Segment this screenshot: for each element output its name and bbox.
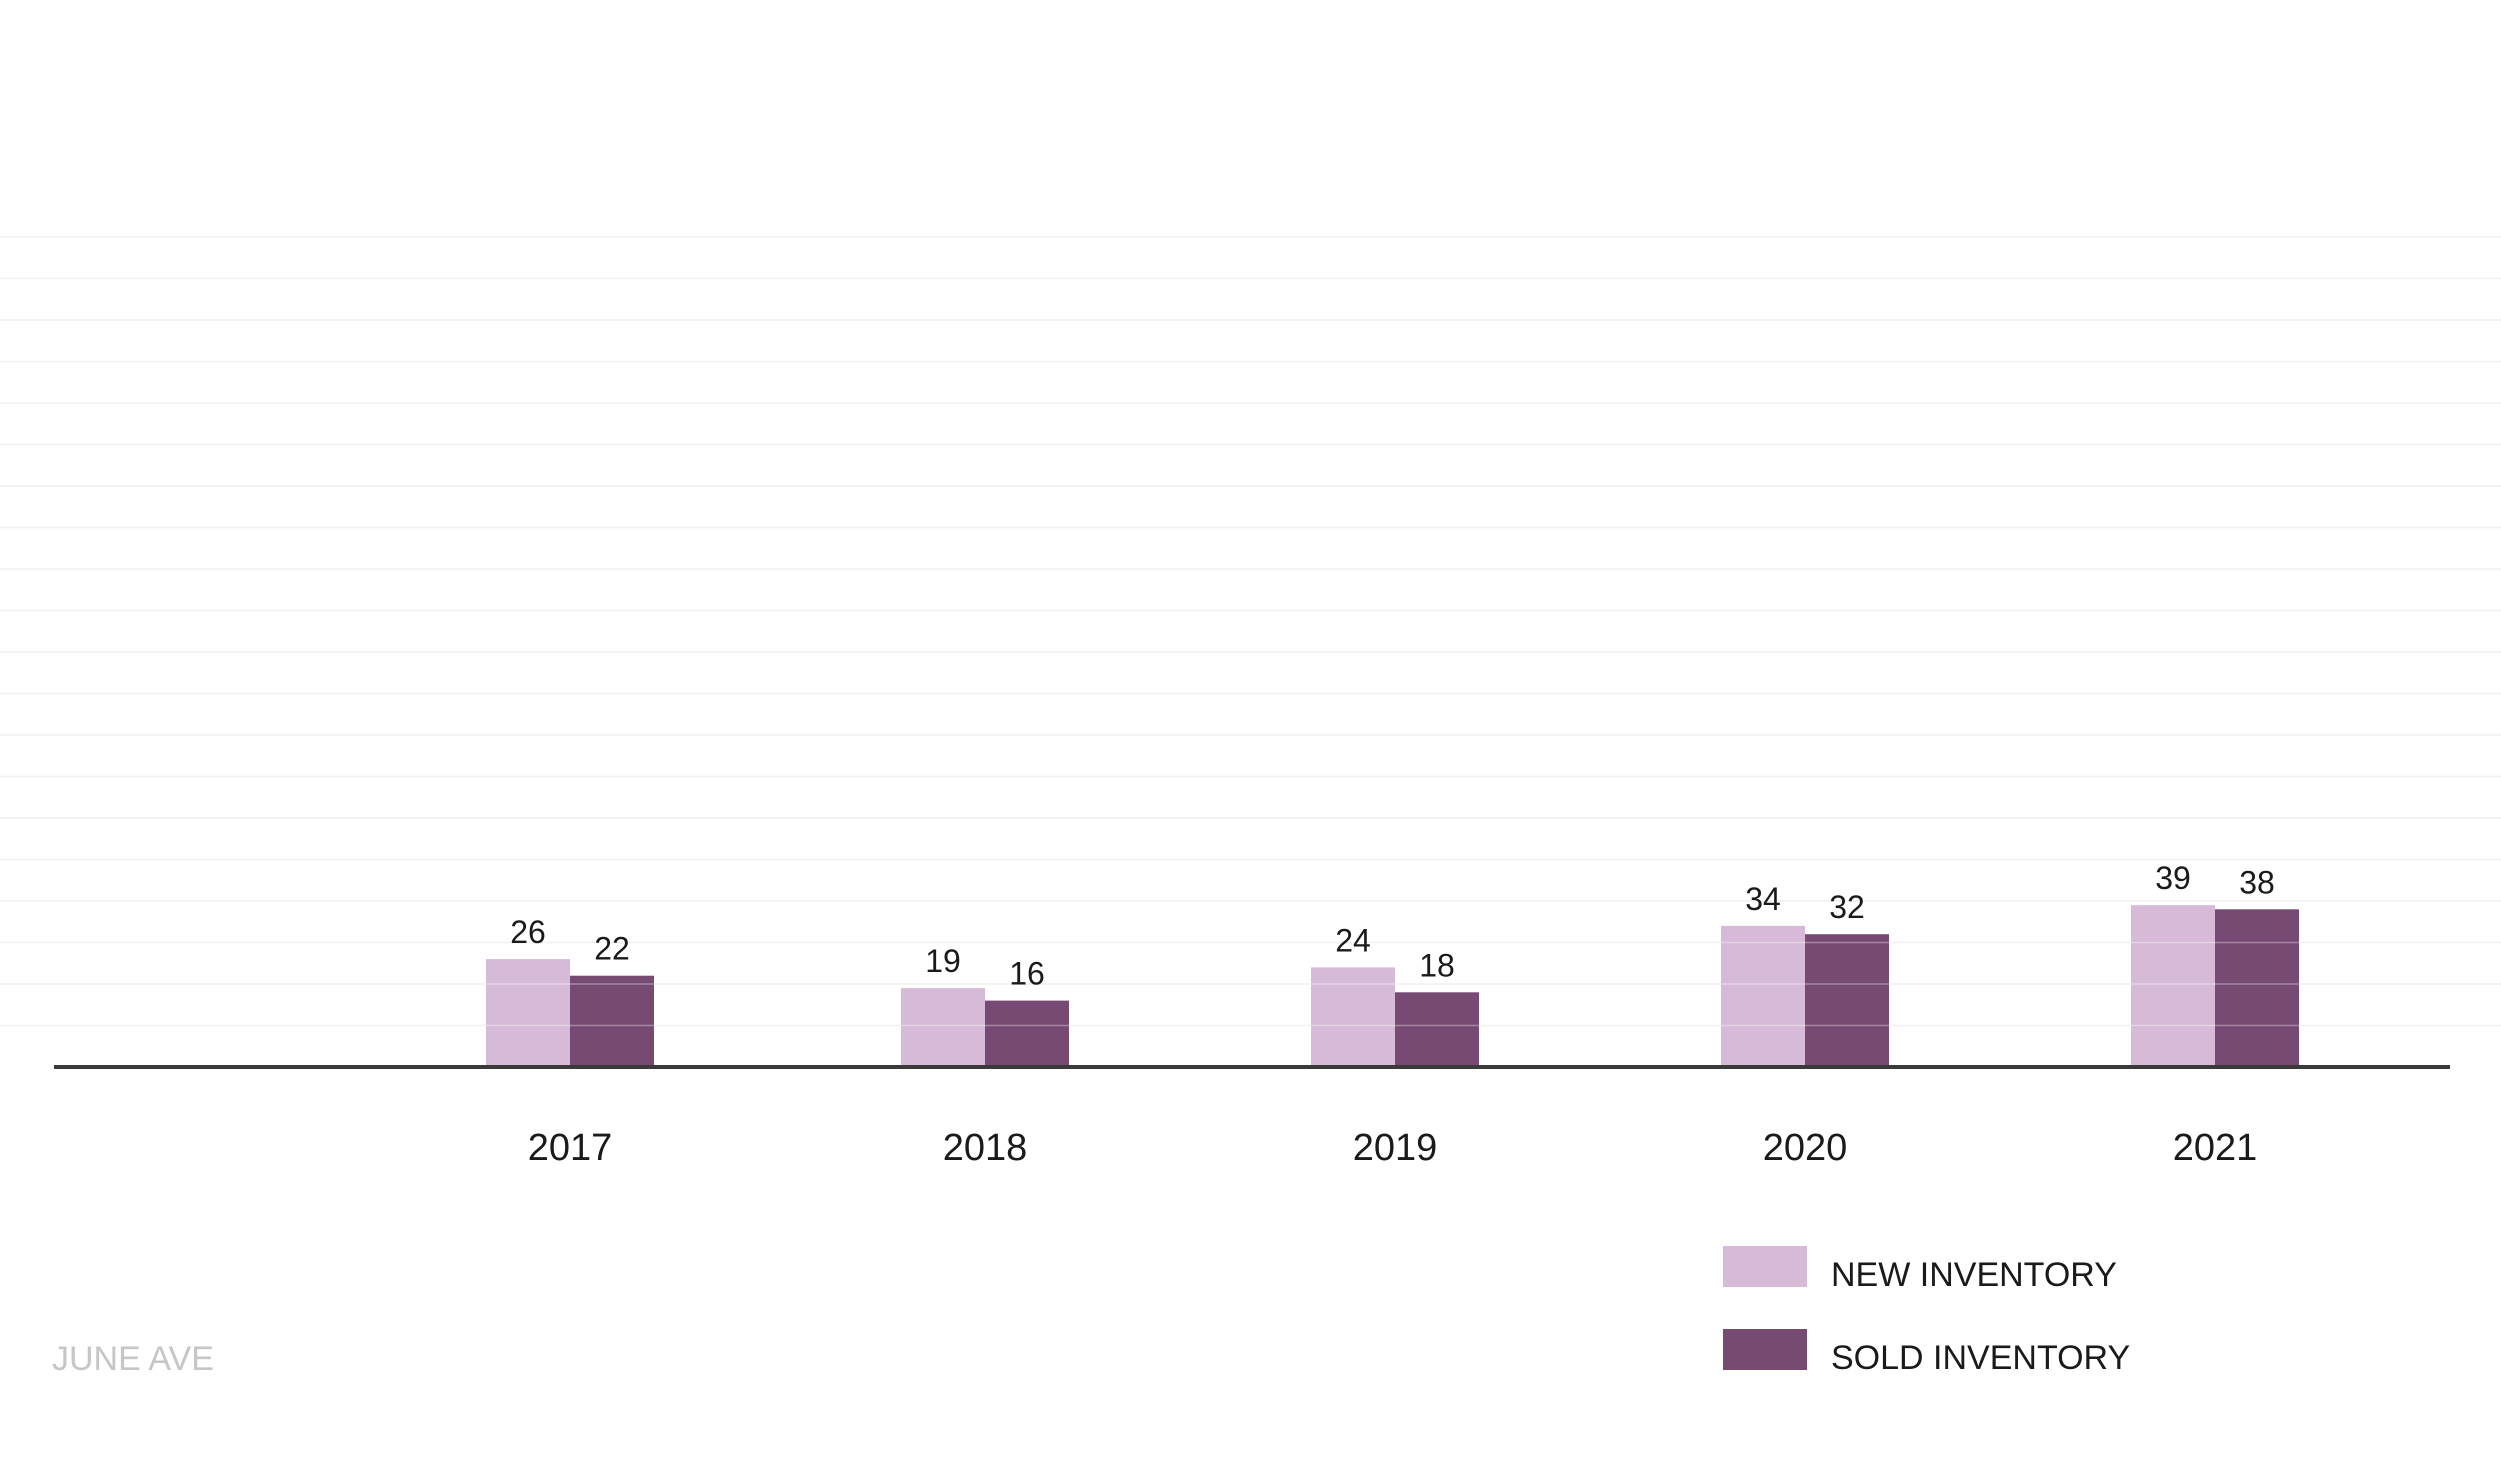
- data-label-new-inventory-2021: 39: [2155, 860, 2191, 896]
- data-label-new-inventory-2020: 34: [1745, 881, 1781, 917]
- bar-new-inventory-2019: [1311, 967, 1395, 1067]
- x-tick-label-2019: 2019: [1353, 1127, 1438, 1169]
- bar-new-inventory-2020: [1721, 925, 1805, 1067]
- bar-sold-inventory-2021: [2215, 909, 2299, 1067]
- data-label-sold-inventory-2017: 22: [594, 931, 630, 967]
- data-label-sold-inventory-2018: 16: [1009, 956, 1045, 992]
- x-tick-labels: 2017 2018 2019 2020 2021: [528, 1127, 2258, 1169]
- bars: [486, 905, 2299, 1067]
- bar-sold-inventory-2018: [985, 1000, 1069, 1067]
- bar-new-inventory-2017: [486, 959, 570, 1067]
- x-tick-label-2017: 2017: [528, 1127, 613, 1169]
- data-label-new-inventory-2018: 19: [925, 943, 961, 979]
- x-tick-label-2020: 2020: [1763, 1127, 1848, 1169]
- data-labels: 26 22 19 16 24 18 34 32 39 38: [510, 860, 2275, 991]
- data-label-new-inventory-2019: 24: [1335, 922, 1371, 958]
- bar-sold-inventory-2020: [1805, 934, 1889, 1067]
- brand-watermark: JUNE AVE: [52, 1340, 214, 1378]
- bar-new-inventory-2021: [2131, 905, 2215, 1067]
- legend-label-new-inventory: NEW INVENTORY: [1831, 1256, 2117, 1294]
- bar-sold-inventory-2019: [1395, 992, 1479, 1067]
- gridlines: [0, 236, 2501, 1027]
- gridlines-overlay: [0, 236, 2501, 1027]
- x-tick-label-2021: 2021: [2173, 1127, 2258, 1169]
- legend-swatch-sold-inventory: [1723, 1329, 1807, 1370]
- data-label-new-inventory-2017: 26: [510, 914, 546, 950]
- x-tick-label-2018: 2018: [943, 1127, 1028, 1169]
- bar-sold-inventory-2017: [570, 975, 654, 1067]
- legend-label-sold-inventory: SOLD INVENTORY: [1831, 1339, 2130, 1377]
- data-label-sold-inventory-2021: 38: [2239, 864, 2275, 900]
- legend: NEW INVENTORY SOLD INVENTORY: [1723, 1246, 2130, 1377]
- data-label-sold-inventory-2020: 32: [1829, 889, 1865, 925]
- legend-swatch-new-inventory: [1723, 1246, 1807, 1287]
- bar-new-inventory-2018: [901, 988, 985, 1067]
- data-label-sold-inventory-2019: 18: [1419, 947, 1455, 983]
